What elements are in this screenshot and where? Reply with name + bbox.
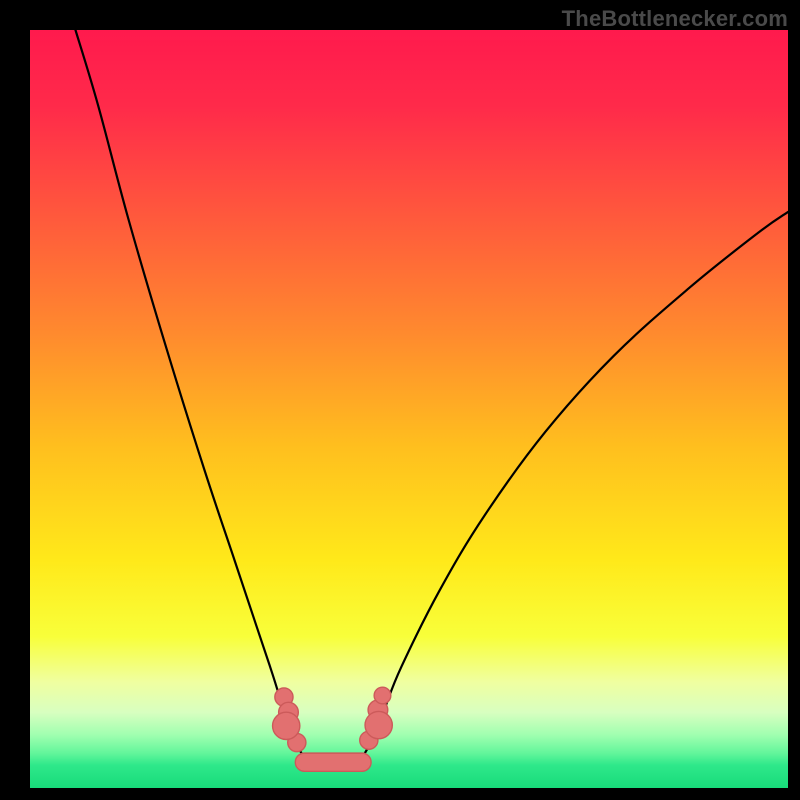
watermark-text: TheBottlenecker.com (562, 6, 788, 32)
plot-area (30, 30, 788, 788)
bottleneck-chart (0, 0, 800, 800)
